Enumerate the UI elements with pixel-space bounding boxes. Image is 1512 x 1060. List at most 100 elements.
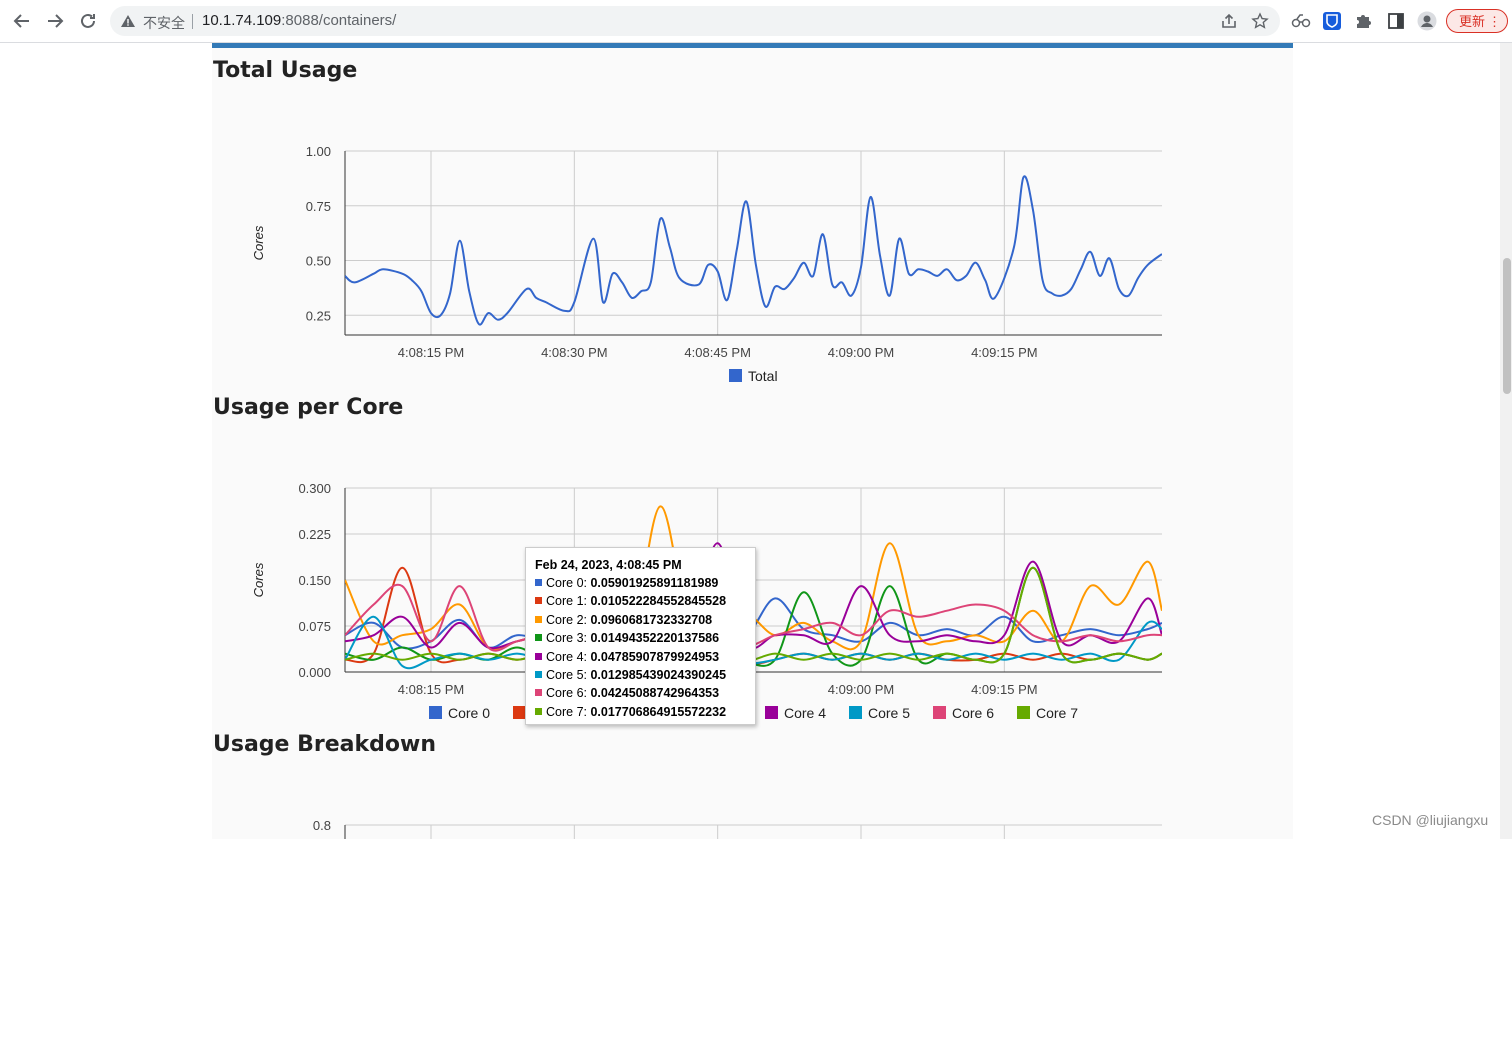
y-tick-label: 0.150: [298, 573, 331, 588]
tooltip-label: Core 2:: [546, 612, 591, 627]
tooltip-swatch: [535, 597, 542, 605]
y-axis-label: Cores: [251, 225, 266, 260]
x-tick-label: 4:09:00 PM: [828, 682, 895, 697]
tooltip-value: 0.0960681732332708: [590, 612, 713, 627]
watermark: CSDN @liujiangxu: [1372, 812, 1489, 828]
section-title-usage-breakdown: Usage Breakdown: [213, 732, 436, 757]
chart-tooltip: Feb 24, 2023, 4:08:45 PM Core 0: 0.05901…: [525, 547, 756, 725]
series-line-core-5: [345, 615, 1162, 670]
share-icon[interactable]: [1220, 12, 1238, 30]
legend-label: Core 7: [1036, 705, 1078, 721]
tooltip-row: Core 3: 0.01494352220137586: [535, 629, 755, 647]
legend-swatch: [933, 706, 946, 719]
y-tick-label: 0.75: [306, 199, 331, 214]
tooltip-value: 0.05901925891181989: [590, 576, 719, 590]
tooltip-value: 0.04785907879924953: [590, 649, 720, 664]
x-tick-label: 4:08:30 PM: [541, 345, 608, 360]
usage-breakdown-chart: 0.8: [313, 818, 1162, 839]
y-tick-label: 0.25: [306, 308, 331, 323]
legend-swatch: [1017, 706, 1030, 719]
x-tick-label: 4:09:00 PM: [828, 345, 895, 360]
tooltip-row: Core 5: 0.012985439024390245: [535, 666, 755, 684]
tooltip-swatch: [535, 634, 542, 642]
reload-icon[interactable]: [75, 8, 101, 34]
security-label[interactable]: 不安全: [143, 15, 185, 31]
tooltip-swatch: [535, 579, 542, 586]
tooltip-row: Core 1: 0.010522284552845528: [535, 592, 755, 610]
legend-swatch: [849, 706, 862, 719]
tooltip-row: Core 4: 0.04785907879924953: [535, 648, 755, 666]
tooltip-row: Core 6: 0.04245088742964353: [535, 684, 755, 702]
series-line-total: [345, 175, 1162, 326]
tooltip-swatch: [535, 652, 542, 660]
section-header-bar: [212, 43, 1293, 48]
browser-toolbar: 不安全 10.1.74.109:8088/containers/ 更新 ⋮: [0, 0, 1512, 43]
address-bar[interactable]: 不安全 10.1.74.109:8088/containers/: [110, 6, 1280, 36]
menu-icon[interactable]: ⋮: [1488, 14, 1501, 29]
y-tick-label: 0.000: [298, 665, 331, 680]
legend-label: Total: [748, 368, 778, 384]
tooltip-label: Core 6:: [546, 686, 591, 701]
url-path: :8088/containers/: [281, 12, 397, 29]
tooltip-title: Feb 24, 2023, 4:08:45 PM: [535, 558, 682, 572]
legend-label: Core 0: [448, 705, 490, 721]
section-title-total-usage: Total Usage: [213, 58, 358, 83]
legend-swatch: [513, 706, 526, 719]
legend-swatch: [429, 706, 442, 719]
tooltip-swatch: [535, 615, 542, 623]
y-axis-label: Cores: [251, 562, 266, 597]
bitwarden-icon[interactable]: [1322, 11, 1342, 31]
legend-swatch: [729, 369, 742, 382]
y-tick-label: 0.225: [298, 527, 331, 542]
tooltip-label: Core 5:: [546, 667, 591, 682]
update-button[interactable]: 更新 ⋮: [1446, 9, 1508, 33]
update-label: 更新: [1459, 14, 1486, 29]
back-icon[interactable]: [9, 8, 35, 34]
tooltip-value: 0.010522284552845528: [590, 594, 727, 609]
x-tick-label: 4:08:15 PM: [398, 682, 465, 697]
tooltip-label: Core 7:: [546, 704, 591, 719]
legend-label: Core 6: [952, 705, 994, 721]
y-tick-label: 0.50: [306, 254, 331, 269]
y-tick-label: 0.300: [298, 481, 331, 496]
legend-swatch: [765, 706, 778, 719]
tooltip-swatch: [535, 707, 542, 715]
tooltip-label: Core 4:: [546, 649, 591, 664]
url-host: 10.1.74.109: [202, 12, 282, 29]
star-icon[interactable]: [1251, 12, 1269, 30]
tooltip-value: 0.017706864915572232: [590, 704, 727, 719]
scrollbar[interactable]: [1500, 43, 1512, 839]
scrollbar-thumb[interactable]: [1503, 258, 1511, 394]
legend-label: Core 4: [784, 705, 826, 721]
tooltip-row: Core 7: 0.017706864915572232: [535, 703, 755, 721]
series-line-core-7: [345, 566, 1162, 664]
x-tick-label: 4:08:45 PM: [684, 345, 751, 360]
url-text[interactable]: 10.1.74.109:8088/containers/: [202, 12, 396, 29]
y-tick-label: 0.8: [313, 818, 331, 833]
separator: [192, 14, 193, 29]
section-title-usage-per-core: Usage per Core: [213, 395, 404, 420]
x-tick-label: 4:08:15 PM: [398, 345, 465, 360]
tooltip-swatch: [535, 689, 542, 697]
y-tick-label: 1.00: [306, 144, 331, 159]
puzzle-icon[interactable]: [1354, 11, 1374, 31]
tooltip-value: 0.04245088742964353: [590, 686, 720, 701]
sidepanel-icon[interactable]: [1386, 11, 1406, 31]
extension-icon[interactable]: [1291, 11, 1311, 31]
legend-label: Core 5: [868, 705, 910, 721]
tooltip-value: 0.012985439024390245: [590, 667, 727, 682]
profile-icon[interactable]: [1417, 11, 1437, 31]
tooltip-label: Core 1:: [546, 594, 591, 609]
tooltip-label: Core 3:: [546, 631, 591, 646]
x-tick-label: 4:09:15 PM: [971, 682, 1037, 697]
tooltip-label: Core 0:: [546, 576, 591, 590]
tooltip-swatch: [535, 670, 542, 678]
total-usage-chart: 0.25 0.50 0.75 1.00 4:08:15 PM 4:08:30 PM 4:08…: [251, 144, 1162, 384]
x-tick-label: 4:09:15 PM: [971, 345, 1037, 360]
warning-icon[interactable]: [120, 13, 136, 29]
y-tick-label: 0.075: [298, 619, 331, 634]
tooltip-row: Core 0: 0.05901925891181989: [535, 574, 755, 592]
tooltip-row: Core 2: 0.0960681732332708: [535, 611, 755, 629]
forward-icon[interactable]: [42, 8, 68, 34]
tooltip-value: 0.01494352220137586: [590, 631, 720, 646]
